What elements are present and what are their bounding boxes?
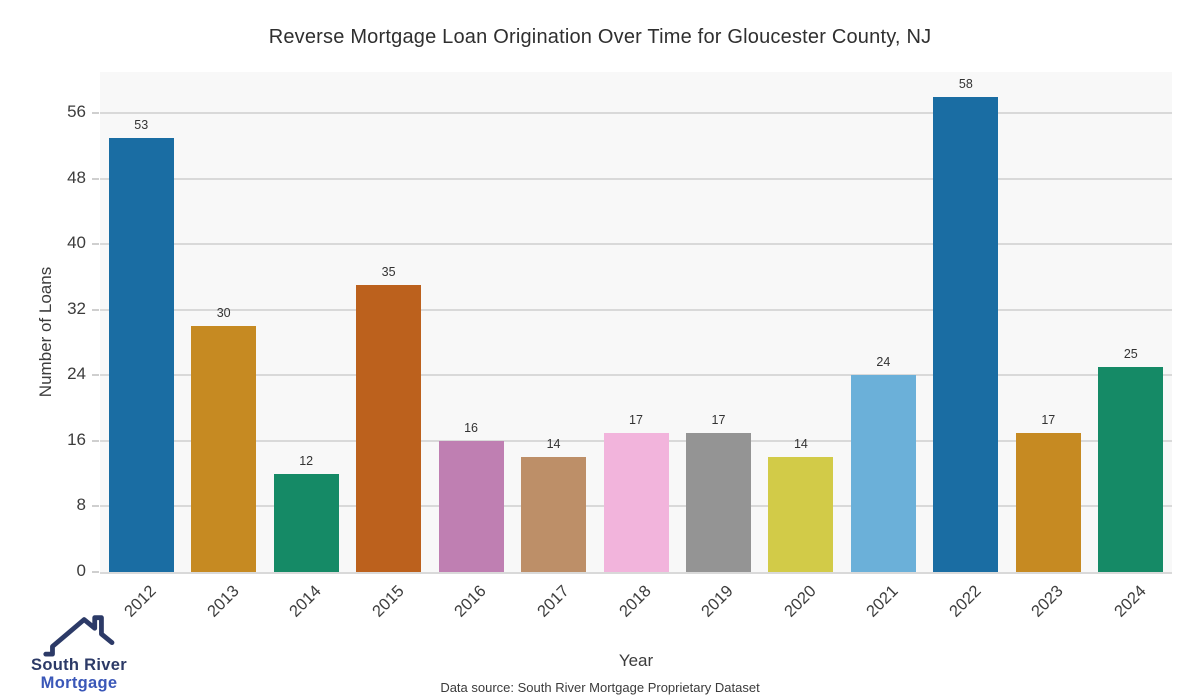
bar-2012	[109, 138, 174, 572]
y-tick-label: 48	[67, 167, 86, 187]
y-tick-label: 24	[67, 364, 86, 384]
y-tick-mark	[92, 505, 99, 508]
bar-2015	[356, 285, 421, 572]
y-tick-mark	[92, 439, 99, 442]
plot-area	[100, 72, 1172, 574]
bar-2022	[933, 97, 998, 572]
y-tick-label: 8	[76, 495, 86, 515]
x-tick-label: 2014	[286, 582, 325, 621]
bar-2014	[274, 474, 339, 572]
y-tick-label: 32	[67, 298, 86, 318]
bar-value-label: 17	[1041, 412, 1056, 427]
x-tick-label: 2019	[698, 582, 738, 621]
y-axis-title: Number of Loans	[36, 266, 55, 398]
x-tick-label: 2022	[945, 582, 985, 621]
bar-value-label: 16	[464, 420, 479, 435]
bar-2023	[1016, 433, 1081, 572]
bar-2013	[191, 326, 256, 572]
bar-value-label: 17	[629, 412, 643, 427]
x-tick-label: 2023	[1028, 582, 1068, 621]
bar-value-label: 30	[216, 306, 231, 321]
bar-value-label: 24	[876, 355, 891, 370]
y-tick-mark	[92, 111, 99, 114]
bar-2016	[439, 441, 504, 572]
house-roof-icon	[20, 610, 138, 657]
bar-2021	[851, 375, 916, 572]
y-tick-label: 40	[67, 233, 86, 253]
gridline	[100, 111, 1172, 114]
y-tick-label: 16	[67, 429, 86, 449]
x-tick-label: 2021	[863, 582, 903, 621]
x-tick-label: 2016	[451, 582, 490, 621]
bar-value-label: 14	[546, 437, 561, 452]
y-tick-mark	[92, 571, 99, 573]
x-tick-label: 2024	[1110, 582, 1150, 621]
y-tick-mark	[92, 243, 99, 246]
x-tick-label: 2017	[533, 582, 573, 621]
gridline	[100, 177, 1172, 180]
bar-value-label: 25	[1123, 347, 1138, 362]
y-tick-label: 56	[67, 101, 86, 121]
x-tick-label: 2013	[203, 582, 243, 621]
x-tick-label: 2020	[780, 582, 820, 621]
bar-value-label: 58	[958, 76, 973, 91]
bar-2018	[604, 433, 669, 572]
x-tick-label: 2015	[368, 582, 408, 621]
bar-value-label: 14	[793, 437, 808, 452]
y-tick-label: 0	[76, 561, 86, 580]
logo-text-line1: South River	[31, 656, 127, 674]
bar-2024	[1098, 367, 1163, 572]
bar-2020	[768, 457, 833, 572]
x-axis-title: Year	[618, 651, 654, 670]
logo-text-line2: Mortgage	[40, 674, 118, 692]
bar-2017	[521, 457, 586, 572]
south-river-mortgage-logo: South River Mortgage	[14, 610, 144, 693]
y-tick-mark	[92, 308, 99, 311]
gridline	[100, 308, 1172, 311]
bar-value-label: 12	[299, 453, 314, 468]
y-tick-mark	[92, 374, 99, 377]
chart-title: Reverse Mortgage Loan Origination Over T…	[268, 26, 932, 48]
bar-value-label: 17	[711, 412, 726, 427]
gridline	[100, 374, 1172, 377]
bar-value-label: 53	[134, 117, 149, 132]
y-tick-mark	[92, 177, 99, 180]
x-tick-label: 2018	[616, 582, 655, 621]
gridline	[100, 243, 1172, 246]
data-source-footnote: Data source: South River Mortgage Propri…	[440, 680, 760, 695]
bar-2019	[686, 433, 751, 572]
bar-value-label: 35	[381, 265, 396, 280]
